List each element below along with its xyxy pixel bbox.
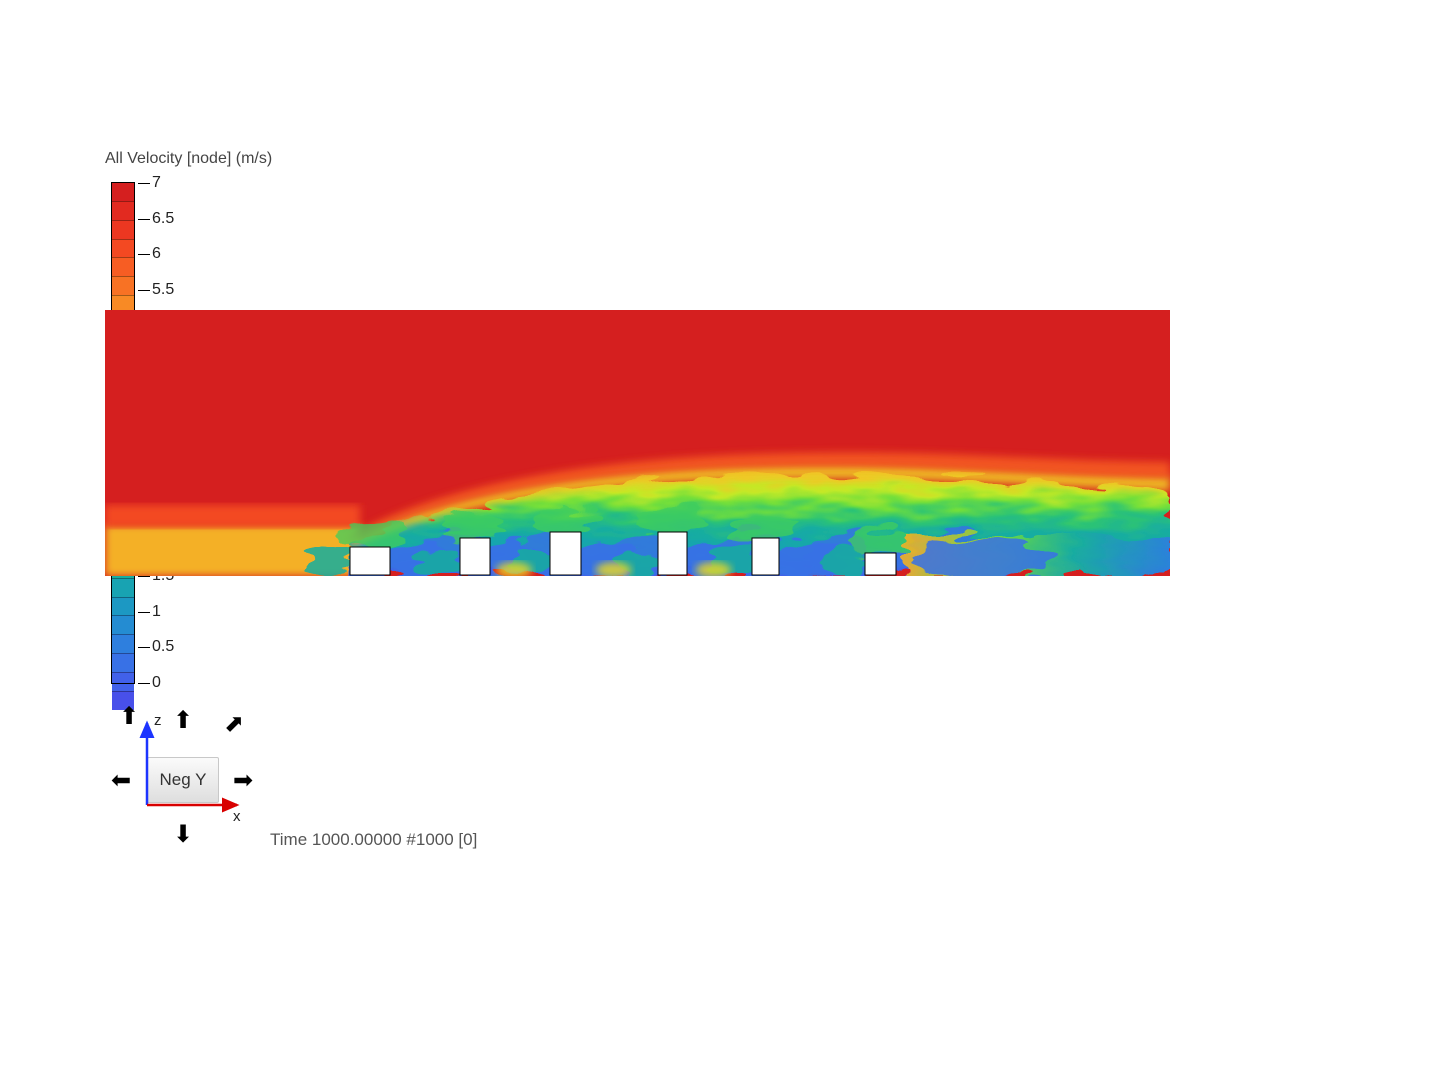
legend-tick (138, 254, 150, 255)
view-arrow[interactable]: ⬆ (173, 709, 193, 733)
svg-text:x: x (233, 808, 241, 825)
legend-tick-label: 1 (152, 603, 161, 621)
legend-seg (112, 597, 134, 616)
cfd-domain (105, 310, 1170, 576)
legend-seg (112, 276, 134, 295)
legend-seg (112, 220, 134, 239)
legend-tick (138, 612, 150, 613)
legend-tick-label: 0 (152, 674, 161, 692)
legend-seg (112, 257, 134, 276)
view-cube-face[interactable]: Neg Y (147, 757, 219, 803)
legend-seg (112, 615, 134, 634)
legend-seg (112, 653, 134, 672)
legend-tick-label: 6.5 (152, 210, 174, 228)
view-arrow[interactable]: ➡ (233, 769, 253, 793)
svg-text:z: z (154, 712, 162, 729)
view-arrow[interactable]: ⬆ (217, 709, 248, 740)
legend-tick (138, 219, 150, 220)
legend-tick-label: 5.5 (152, 281, 174, 299)
view-arrow[interactable]: ⬆ (119, 705, 139, 729)
legend-tick-label: 0.5 (152, 638, 174, 656)
velocity-field (105, 310, 1170, 576)
legend-seg (112, 201, 134, 220)
timestep-caption: Time 1000.00000 #1000 [0] (270, 830, 477, 850)
view-arrow[interactable]: ⬇ (173, 823, 193, 847)
legend-seg (112, 239, 134, 258)
legend-tick (138, 183, 150, 184)
legend-tick-label: 6 (152, 245, 161, 263)
legend-tick-label: 7 (152, 174, 161, 192)
legend-seg (112, 634, 134, 653)
legend-seg (112, 183, 134, 201)
legend-seg (112, 578, 134, 597)
legend-tick (138, 683, 150, 684)
view-triad[interactable]: ⬆⬆⬆⬅➡⬇Neg Yzx (115, 705, 255, 845)
view-arrow[interactable]: ⬅ (111, 769, 131, 793)
legend-tick (138, 647, 150, 648)
legend-seg (112, 672, 134, 691)
legend-tick (138, 290, 150, 291)
plot-title: All Velocity [node] (m/s) (105, 150, 272, 168)
